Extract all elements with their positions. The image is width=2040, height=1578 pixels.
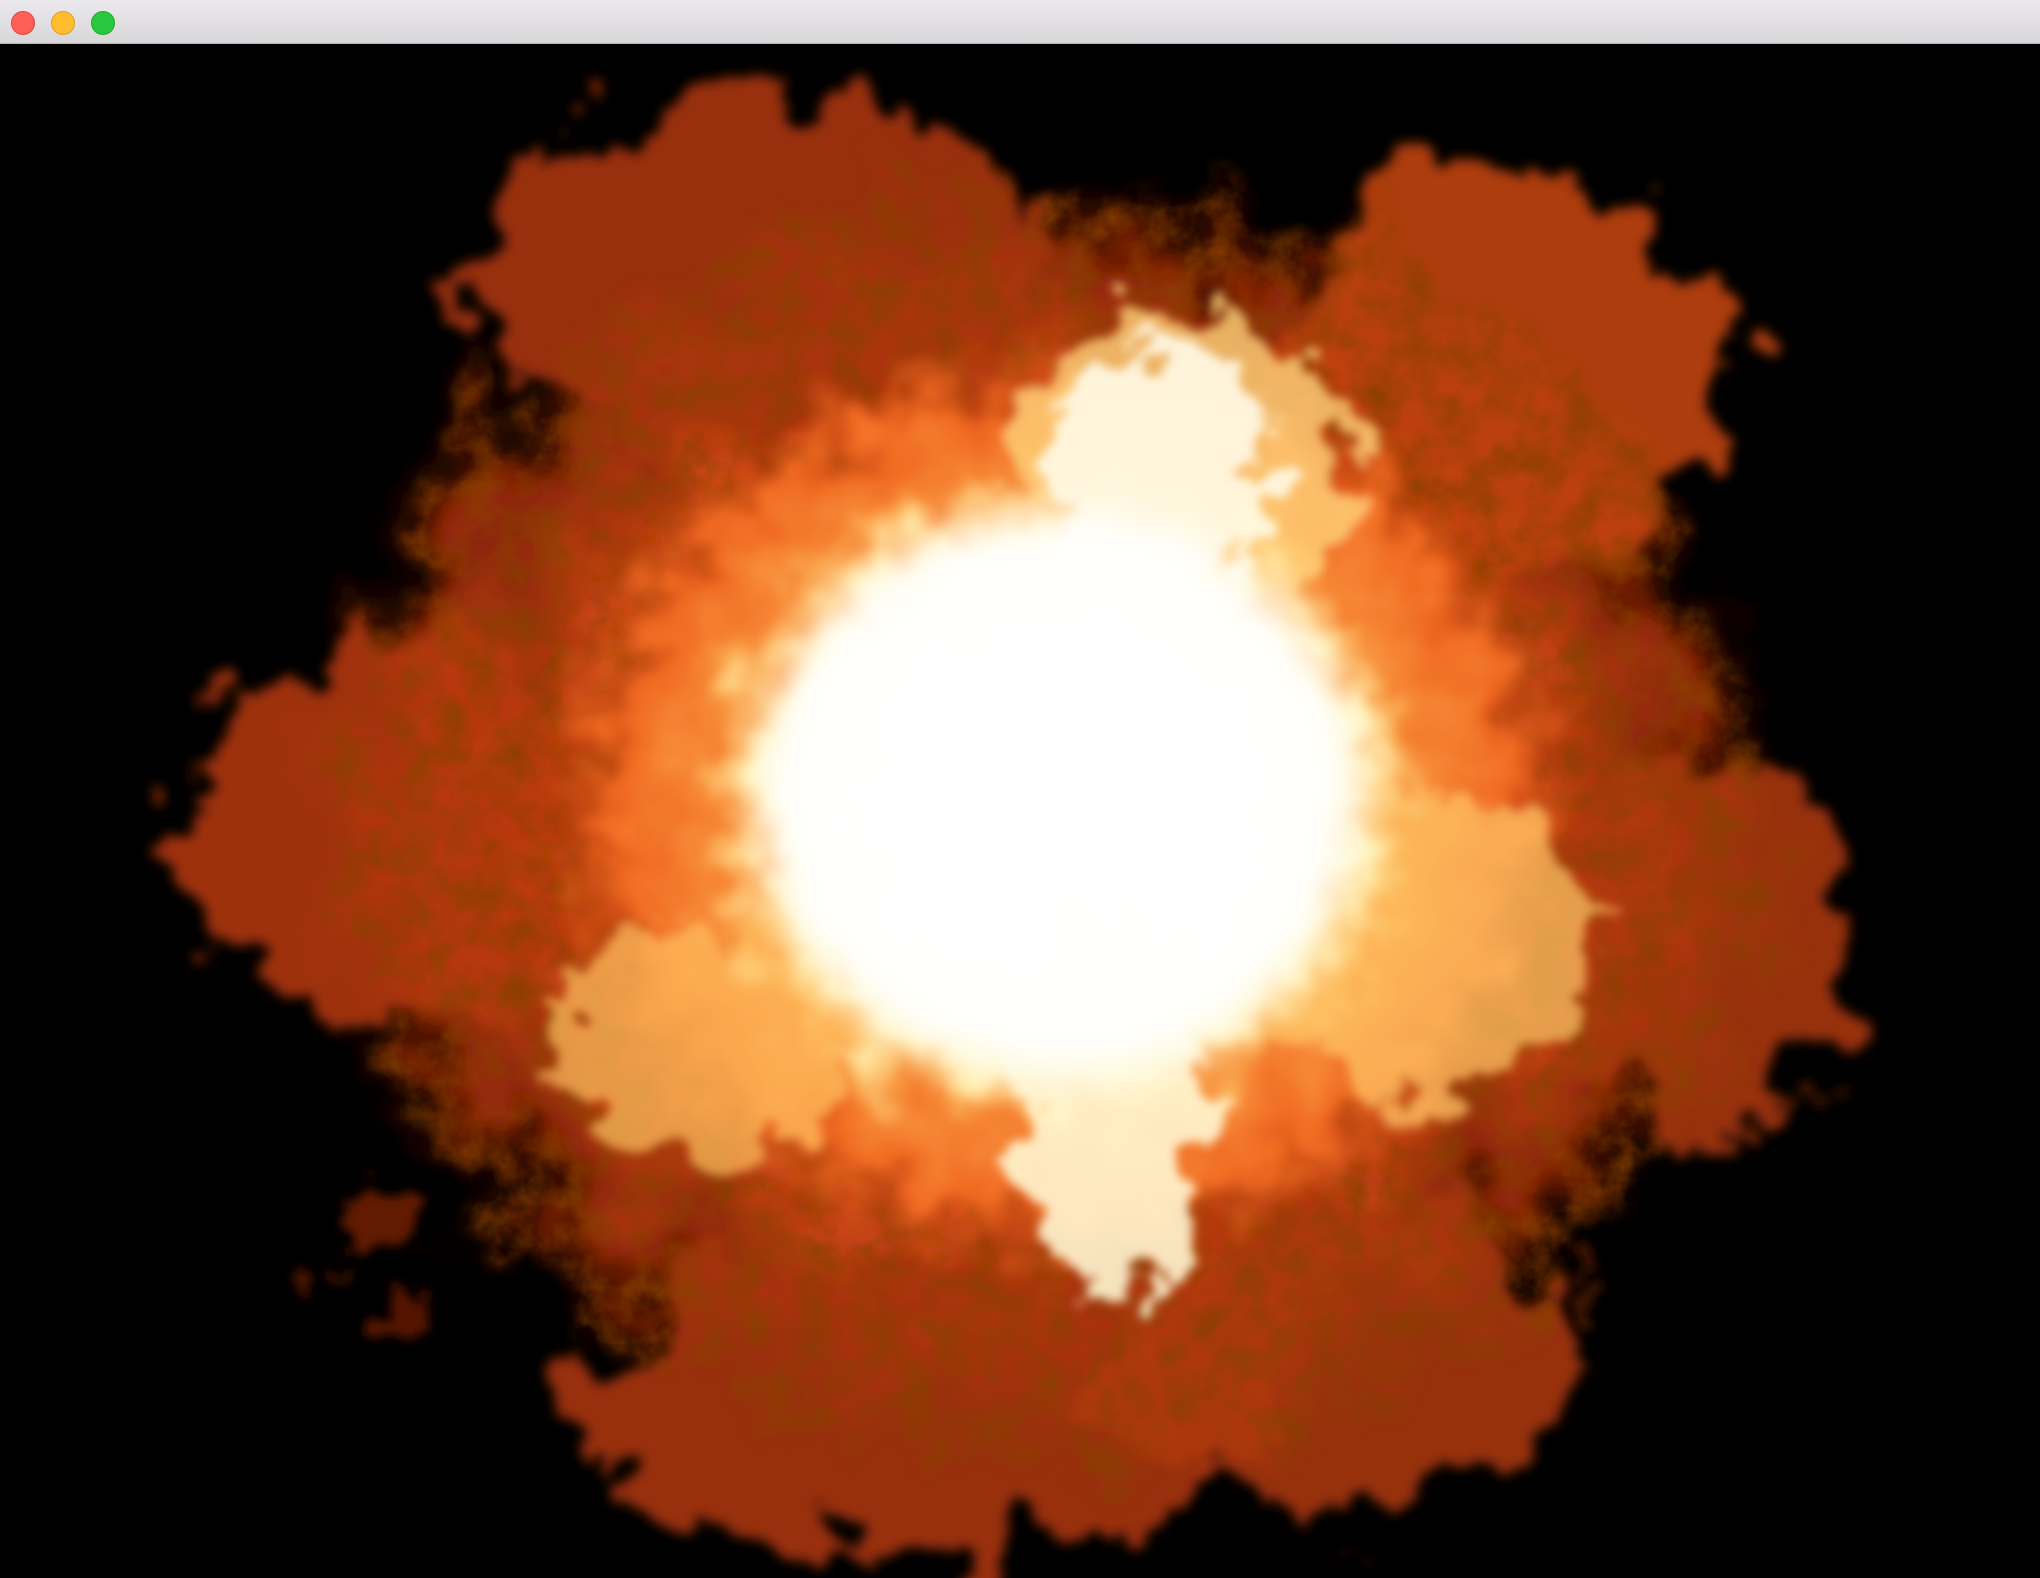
zoom-button[interactable] xyxy=(91,11,115,35)
title-bar[interactable] xyxy=(0,0,2040,44)
explosion-canvas xyxy=(0,44,2040,1578)
minimize-button[interactable] xyxy=(51,11,75,35)
close-button[interactable] xyxy=(11,11,35,35)
core-glow xyxy=(760,514,1360,1074)
render-viewport[interactable] xyxy=(0,44,2040,1578)
embers xyxy=(300,1194,1598,1326)
